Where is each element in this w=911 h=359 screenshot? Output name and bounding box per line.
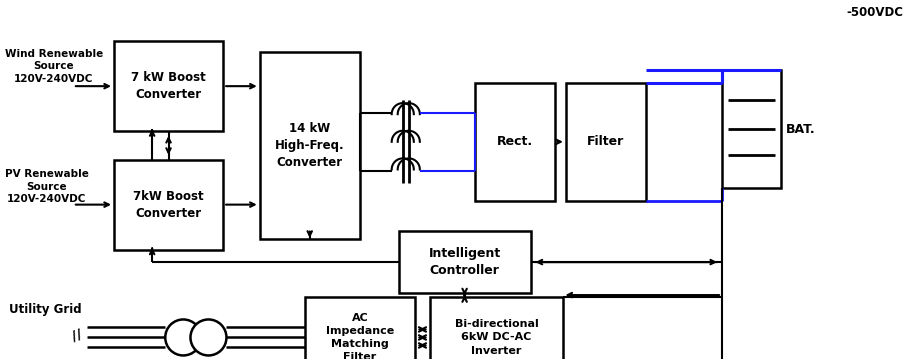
Bar bbox=[475, 83, 555, 201]
Bar bbox=[114, 41, 223, 131]
Text: //: // bbox=[69, 327, 84, 344]
Circle shape bbox=[165, 320, 201, 355]
Text: 14 kW
High-Freq.
Converter: 14 kW High-Freq. Converter bbox=[275, 122, 344, 169]
Text: Wind Renewable
Source
120V-240VDC: Wind Renewable Source 120V-240VDC bbox=[5, 49, 103, 84]
Bar bbox=[722, 70, 782, 188]
Text: 7kW Boost
Converter: 7kW Boost Converter bbox=[133, 190, 204, 220]
Text: BAT.: BAT. bbox=[786, 123, 816, 136]
Text: Rect.: Rect. bbox=[496, 135, 533, 148]
Bar bbox=[566, 83, 646, 201]
Circle shape bbox=[190, 320, 227, 355]
Bar bbox=[431, 297, 563, 359]
Text: Intelligent
Controller: Intelligent Controller bbox=[428, 247, 501, 277]
Bar bbox=[114, 160, 223, 250]
Bar bbox=[260, 52, 360, 239]
Text: Filter: Filter bbox=[588, 135, 624, 148]
Text: AC
Impedance
Matching
Filter: AC Impedance Matching Filter bbox=[326, 313, 394, 359]
Text: -500VDC: -500VDC bbox=[846, 5, 903, 19]
Text: 7 kW Boost
Converter: 7 kW Boost Converter bbox=[131, 71, 206, 101]
Text: Utility Grid: Utility Grid bbox=[9, 303, 82, 316]
Text: PV Renewable
Source
120V-240VDC: PV Renewable Source 120V-240VDC bbox=[5, 169, 88, 204]
Bar bbox=[305, 297, 415, 359]
Bar bbox=[399, 231, 530, 294]
Text: Bi-directional
6kW DC-AC
Inverter: Bi-directional 6kW DC-AC Inverter bbox=[455, 319, 538, 356]
